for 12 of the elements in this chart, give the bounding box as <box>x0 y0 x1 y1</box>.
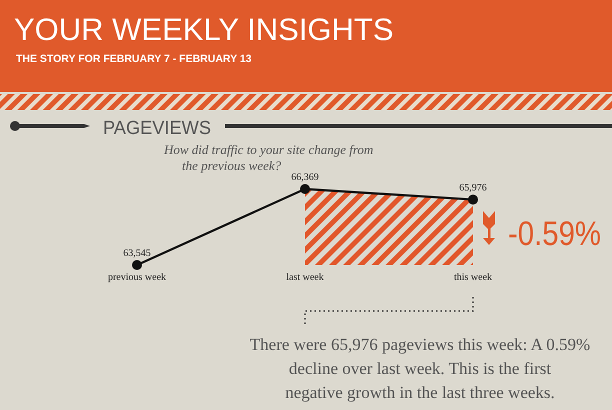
annotation: -0.59% <box>508 215 612 253</box>
chart-title: YOUR WEEKLY INSIGHTS <box>14 12 394 47</box>
x-tick-label: last week <box>286 272 324 283</box>
data-label: 63,545 <box>123 248 151 259</box>
annotation: There were 65,976 pageviews this week: A 0.59% decline over last week. This is the first negative growth in the last three weeks. <box>250 335 590 402</box>
x-tick-label: this week <box>454 272 492 283</box>
chart-subtitle: THE STORY FOR FEBRUARY 7 - FEBRUARY 13 <box>16 53 252 65</box>
data-label: 66,369 <box>291 172 319 183</box>
data-label: 65,976 <box>459 182 487 194</box>
text: How did traffic to your site change from the previous week? <box>163 142 374 173</box>
x-tick-label: previous week <box>108 272 166 283</box>
text: PAGEVIEWS <box>103 118 216 139</box>
